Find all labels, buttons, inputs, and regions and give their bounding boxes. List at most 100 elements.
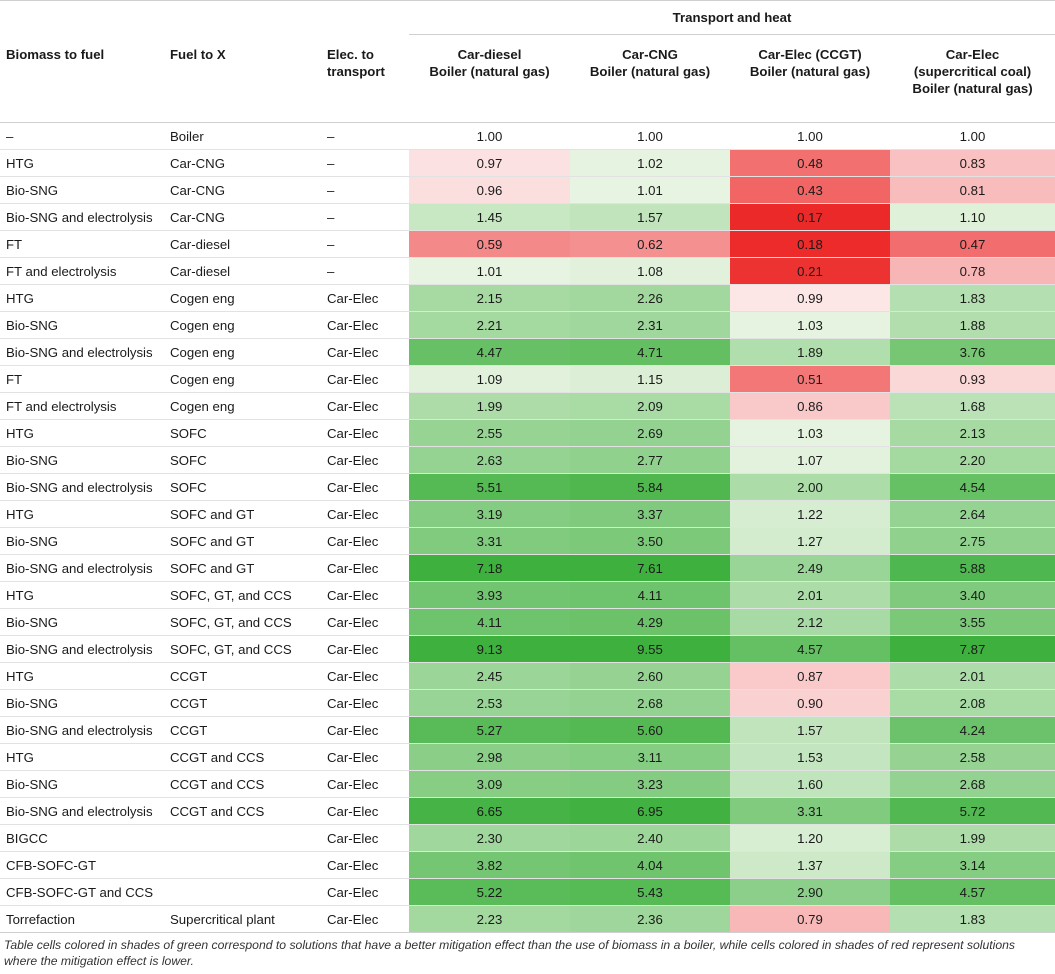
header-car-elec-ccgt: Car-Elec (CCGT) Boiler (natural gas) xyxy=(730,35,890,123)
cell-elec-to-transport: – xyxy=(327,155,335,171)
cell-car-diesel: 2.30 xyxy=(409,824,570,852)
cell-biomass-to-fuel: Bio-SNG xyxy=(6,614,59,630)
cell-car-cng: 0.62 xyxy=(570,230,730,258)
table-row: HTG CCGT Car-Elec 2.45 2.60 0.87 2.01 xyxy=(0,662,1055,690)
table-row: CFB-SOFC-GT and CCS Car-Elec 5.22 5.43 2.90 4… xyxy=(0,878,1055,906)
cell-car-elec-ccgt: 0.48 xyxy=(730,149,890,177)
cell-car-diesel: 2.98 xyxy=(409,743,570,771)
cell-car-diesel: 1.99 xyxy=(409,392,570,420)
header-line: Boiler (natural gas) xyxy=(429,64,550,79)
cell-elec-to-transport: Car-Elec xyxy=(327,290,379,306)
cell-car-cng: 1.00 xyxy=(570,122,730,150)
cell-car-diesel: 2.53 xyxy=(409,689,570,717)
header-line: (supercritical coal) xyxy=(913,64,1032,79)
cell-biomass-to-fuel: HTG xyxy=(6,290,34,306)
cell-car-elec-ccgt: 0.18 xyxy=(730,230,890,258)
cell-fuel-to-x: SOFC xyxy=(170,479,207,495)
table-row: FT Car-diesel – 0.59 0.62 0.18 0.47 xyxy=(0,230,1055,258)
cell-elec-to-transport: Car-Elec xyxy=(327,911,379,927)
cell-biomass-to-fuel: Bio-SNG xyxy=(6,182,59,198)
cell-car-diesel: 1.45 xyxy=(409,203,570,231)
cell-biomass-to-fuel: Torrefaction xyxy=(6,911,75,927)
cell-car-elec-ccgt: 1.07 xyxy=(730,446,890,474)
cell-elec-to-transport: Car-Elec xyxy=(327,776,379,792)
cell-car-diesel: 6.65 xyxy=(409,797,570,825)
cell-fuel-to-x: Cogen eng xyxy=(170,344,235,360)
header-group-row: Transport and heat xyxy=(0,0,1055,35)
cell-fuel-to-x: Car-diesel xyxy=(170,236,231,252)
header-transport-and-heat: Transport and heat xyxy=(409,0,1055,35)
cell-car-elec-coal: 4.57 xyxy=(890,878,1055,906)
cell-biomass-to-fuel: FT xyxy=(6,371,23,387)
cell-car-cng: 2.68 xyxy=(570,689,730,717)
cell-elec-to-transport: Car-Elec xyxy=(327,695,379,711)
cell-car-cng: 5.43 xyxy=(570,878,730,906)
cell-biomass-to-fuel: HTG xyxy=(6,749,34,765)
cell-car-cng: 9.55 xyxy=(570,635,730,663)
cell-car-diesel: 2.45 xyxy=(409,662,570,690)
cell-car-diesel: 3.93 xyxy=(409,581,570,609)
cell-car-cng: 2.36 xyxy=(570,905,730,933)
cell-elec-to-transport: – xyxy=(327,236,335,252)
header-line: Boiler (natural gas) xyxy=(749,64,871,79)
cell-biomass-to-fuel: FT and electrolysis xyxy=(6,263,117,279)
header-line: Car-CNG xyxy=(622,47,678,62)
cell-biomass-to-fuel: HTG xyxy=(6,668,34,684)
cell-car-diesel: 7.18 xyxy=(409,554,570,582)
cell-fuel-to-x: SOFC and GT xyxy=(170,560,255,576)
cell-car-cng: 1.08 xyxy=(570,257,730,285)
cell-biomass-to-fuel: Bio-SNG xyxy=(6,317,59,333)
cell-car-cng: 2.77 xyxy=(570,446,730,474)
cell-elec-to-transport: Car-Elec xyxy=(327,803,379,819)
cell-car-diesel: 2.21 xyxy=(409,311,570,339)
cell-car-diesel: 2.23 xyxy=(409,905,570,933)
table-row: BIGCC Car-Elec 2.30 2.40 1.20 1.99 xyxy=(0,824,1055,852)
cell-car-elec-ccgt: 2.90 xyxy=(730,878,890,906)
cell-car-cng: 2.60 xyxy=(570,662,730,690)
cell-fuel-to-x xyxy=(164,879,321,906)
cell-car-elec-coal: 2.64 xyxy=(890,500,1055,528)
cell-elec-to-transport: – xyxy=(327,263,335,279)
cell-elec-to-transport: Car-Elec xyxy=(327,749,379,765)
header-elec-to-transport: Elec. to transport xyxy=(321,35,409,123)
cell-car-elec-coal: 1.83 xyxy=(890,905,1055,933)
cell-biomass-to-fuel: FT and electrolysis xyxy=(6,398,117,414)
header-line: Car-diesel xyxy=(457,47,522,62)
cell-car-diesel: 1.09 xyxy=(409,365,570,393)
cell-car-diesel: 9.13 xyxy=(409,635,570,663)
cell-biomass-to-fuel: HTG xyxy=(6,506,34,522)
cell-fuel-to-x: SOFC and GT xyxy=(170,533,255,549)
cell-elec-to-transport: Car-Elec xyxy=(327,560,379,576)
cell-fuel-to-x: SOFC, GT, and CCS xyxy=(170,614,292,630)
cell-elec-to-transport: Car-Elec xyxy=(327,479,379,495)
cell-car-elec-ccgt: 0.43 xyxy=(730,176,890,204)
header-line: Car-Elec (CCGT) xyxy=(758,47,862,62)
cell-car-elec-coal: 4.54 xyxy=(890,473,1055,501)
cell-fuel-to-x: Car-CNG xyxy=(170,155,225,171)
cell-car-elec-coal: 2.20 xyxy=(890,446,1055,474)
cell-elec-to-transport: Car-Elec xyxy=(327,452,379,468)
cell-car-cng: 7.61 xyxy=(570,554,730,582)
cell-car-elec-coal: 2.01 xyxy=(890,662,1055,690)
cell-car-elec-ccgt: 1.89 xyxy=(730,338,890,366)
table-row: Bio-SNG and electrolysis Cogen eng Car-Ele… xyxy=(0,338,1055,366)
cell-car-elec-ccgt: 0.90 xyxy=(730,689,890,717)
table-row: Bio-SNG SOFC, GT, and CCS Car-Elec 4.11 4.29… xyxy=(0,608,1055,636)
cell-car-elec-ccgt: 0.21 xyxy=(730,257,890,285)
cell-car-cng: 2.26 xyxy=(570,284,730,312)
table-row: Bio-SNG SOFC and GT Car-Elec 3.31 3.50 1.27 2.… xyxy=(0,527,1055,555)
cell-car-diesel: 2.63 xyxy=(409,446,570,474)
cell-fuel-to-x: SOFC, GT, and CCS xyxy=(170,641,292,657)
cell-fuel-to-x: Car-CNG xyxy=(170,209,225,225)
cell-biomass-to-fuel: Bio-SNG and electrolysis xyxy=(6,803,153,819)
cell-fuel-to-x: Cogen eng xyxy=(170,371,235,387)
cell-elec-to-transport: Car-Elec xyxy=(327,857,379,873)
cell-car-elec-ccgt: 0.17 xyxy=(730,203,890,231)
cell-car-cng: 2.69 xyxy=(570,419,730,447)
cell-car-elec-coal: 3.14 xyxy=(890,851,1055,879)
cell-biomass-to-fuel: CFB-SOFC-GT and CCS xyxy=(6,884,154,900)
cell-elec-to-transport: Car-Elec xyxy=(327,371,379,387)
cell-biomass-to-fuel: Bio-SNG and electrolysis xyxy=(6,209,153,225)
cell-fuel-to-x: CCGT xyxy=(170,722,208,738)
cell-car-cng: 3.23 xyxy=(570,770,730,798)
